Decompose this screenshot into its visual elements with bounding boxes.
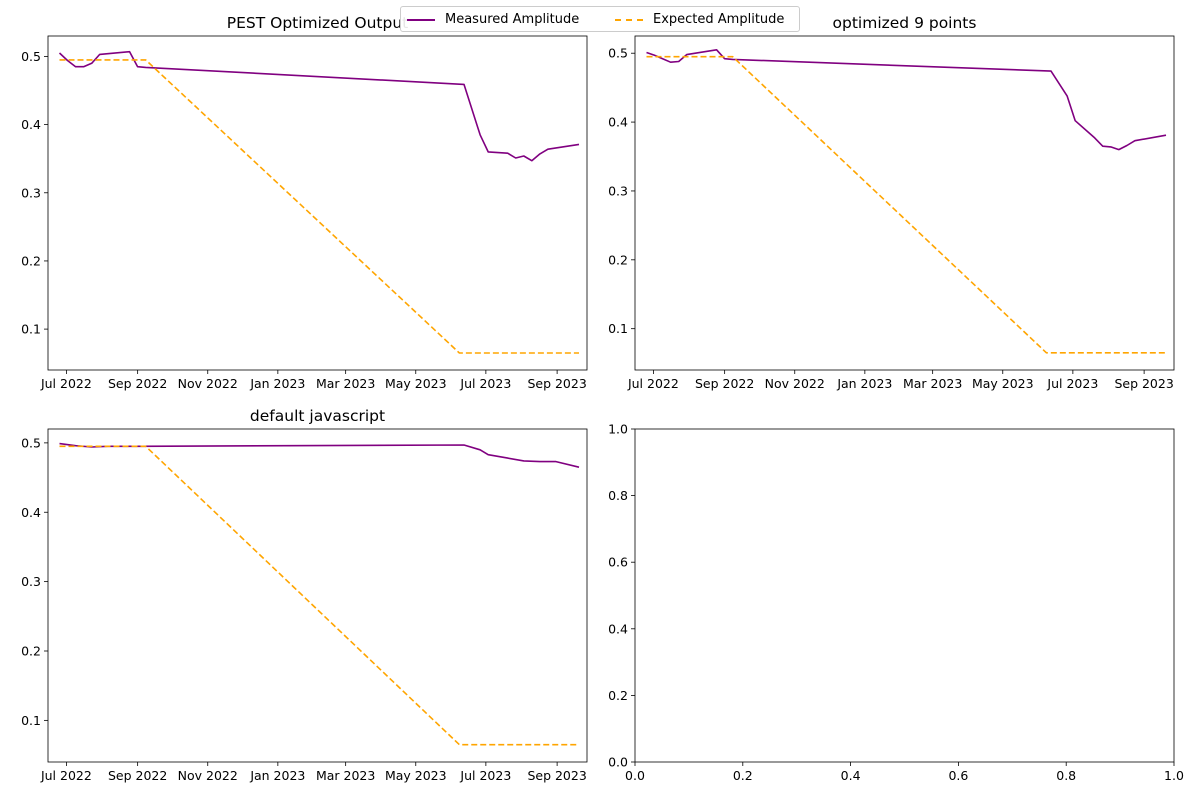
x-tick-label: Sep 2022 (108, 768, 167, 783)
y-tick-label: 0.4 (608, 115, 628, 130)
legend: Measured Amplitude Expected Amplitude (400, 6, 800, 32)
y-tick-label: 0.2 (21, 253, 41, 268)
y-tick-label: 0.2 (608, 252, 628, 267)
series-line-expected-amplitude (646, 55, 1166, 354)
y-tick-label: 0.5 (21, 49, 41, 64)
y-tick-label: 0.4 (608, 621, 628, 636)
x-tick-label: Mar 2023 (316, 376, 375, 391)
y-tick-label: 0.1 (21, 713, 41, 728)
x-tick-label: May 2023 (385, 376, 447, 391)
x-tick-label: Mar 2023 (316, 768, 375, 783)
y-tick-label: 0.8 (608, 488, 628, 503)
x-tick-label: Jan 2023 (249, 376, 305, 391)
subplot-4: 0.0 0.2 0.4 0.6 0.8 1.0 0.0 0.2 0.4 0.6 0.8 1.0 (608, 422, 1184, 784)
series-line-measured-amplitude (59, 442, 580, 468)
x-tick-label: Sep 2023 (527, 376, 586, 391)
y-tick-label: 0.3 (21, 185, 41, 200)
x-tick-label: 0.8 (1056, 768, 1076, 783)
x-tick-label: Jan 2023 (836, 376, 892, 391)
x-tick-label: May 2023 (972, 376, 1034, 391)
axes-frame (47, 35, 588, 371)
subplot-title: PEST Optimized Output (227, 14, 408, 32)
y-tick-label: 0.1 (21, 322, 41, 337)
x-tick-label: Sep 2022 (108, 376, 167, 391)
x-tick-label: Jul 2022 (627, 376, 679, 391)
y-tick-label: 0.4 (21, 505, 41, 520)
x-tick-label: Sep 2023 (1114, 376, 1173, 391)
subplot-title: optimized 9 points (833, 14, 977, 32)
subplot-title: default javascript (250, 407, 385, 425)
axes-frame (634, 428, 1175, 763)
axes-frame (47, 428, 588, 763)
x-tick-label: Jan 2023 (249, 768, 305, 783)
y-tick-label: 0.3 (21, 574, 41, 589)
subplot-3: Jul 2022 Sep 2022 Nov 2022 Jan 2023 Mar 2023… (21, 407, 588, 783)
y-tick-label: 0.3 (608, 183, 628, 198)
x-tick-label: Jul 2023 (1046, 376, 1098, 391)
x-tick-label: Mar 2023 (903, 376, 962, 391)
y-tick-label: 0.2 (21, 644, 41, 659)
y-tick-label: 1.0 (608, 422, 628, 437)
axes-frame (634, 35, 1175, 371)
x-tick-label: Nov 2022 (178, 768, 238, 783)
legend-entry-expected: Expected Amplitude (615, 12, 784, 27)
x-tick-label: Jul 2022 (40, 768, 92, 783)
legend-entry-measured: Measured Amplitude (407, 12, 579, 27)
y-tick-label: 0.0 (608, 755, 628, 770)
subplot-1: Jul 2022 Sep 2022 Nov 2022 Jan 2023 Mar 2023… (21, 14, 588, 391)
x-tick-label: Nov 2022 (765, 376, 825, 391)
x-tick-label: 0.6 (948, 768, 968, 783)
x-tick-label: 1.0 (1164, 768, 1184, 783)
y-tick-label: 0.1 (608, 321, 628, 336)
x-tick-label: Jul 2023 (459, 376, 511, 391)
y-tick-label: 0.4 (21, 117, 41, 132)
y-tick-label: 0.6 (608, 555, 628, 570)
y-tick-label: 0.5 (21, 435, 41, 450)
series-line-expected-amplitude (59, 59, 579, 354)
legend-label-measured: Measured Amplitude (445, 12, 580, 27)
legend-swatch-expected (615, 18, 643, 21)
x-tick-label: Nov 2022 (178, 376, 238, 391)
legend-swatch-measured (407, 18, 435, 21)
legend-label-expected: Expected Amplitude (653, 12, 785, 27)
x-tick-label: May 2023 (385, 768, 447, 783)
series-line-measured-amplitude (58, 50, 580, 162)
x-tick-label: Jul 2023 (459, 768, 511, 783)
subplot-2: Jul 2022 Sep 2022 Nov 2022 Jan 2023 Mar 2023… (608, 14, 1175, 391)
x-tick-label: 0.2 (733, 768, 753, 783)
series-line-measured-amplitude (646, 48, 1167, 151)
x-tick-label: 0.0 (625, 768, 645, 783)
y-tick-label: 0.2 (608, 688, 628, 703)
x-tick-label: Jul 2022 (40, 376, 92, 391)
x-tick-label: Sep 2023 (527, 768, 586, 783)
y-tick-label: 0.5 (608, 46, 628, 61)
x-tick-label: Sep 2022 (695, 376, 754, 391)
series-line-expected-amplitude (59, 445, 579, 746)
x-tick-label: 0.4 (841, 768, 861, 783)
